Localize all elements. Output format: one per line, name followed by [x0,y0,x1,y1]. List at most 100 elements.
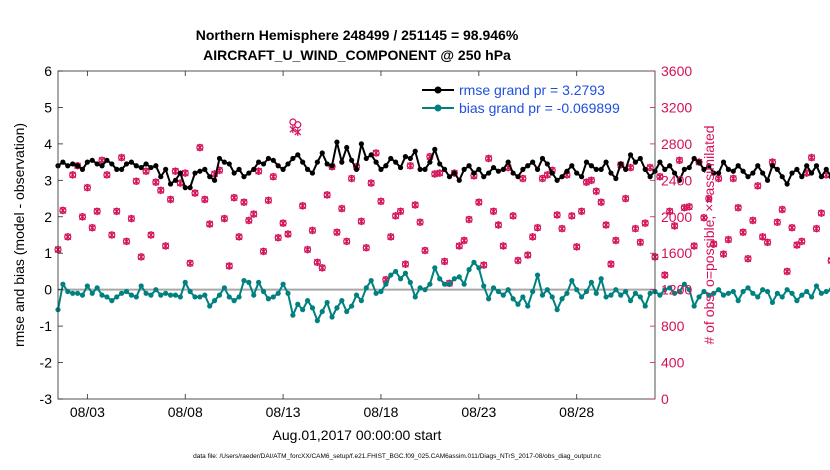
rmse-point [451,170,457,176]
bias-point [65,288,71,295]
x-tick-label: 08/13 [266,404,301,420]
bias-point [393,268,399,275]
rmse-point [505,159,511,165]
left-y-axis: -3 -2 -1 0 1 2 3 4 5 6 [40,63,63,407]
obs-assimilated-marker [480,261,488,269]
rmse-point [358,141,364,147]
bias-point [789,290,795,296]
bias-point [143,290,149,296]
rmse-point [236,166,242,172]
obs-assimilated-marker [284,230,292,238]
obs-assimilated-marker [113,207,121,216]
bias-point [290,312,296,318]
rmse-point [623,166,629,172]
obs-assimilated-marker [827,257,830,264]
bias-point [280,281,286,287]
bias-point [265,296,272,302]
bias-point [525,303,531,309]
bias-point [603,294,609,300]
bias-point [706,292,712,298]
rmse-point [89,157,95,163]
bias-point [598,276,604,282]
bias-point [373,290,379,296]
bias-point [216,292,223,298]
bias-point [769,299,776,306]
bias-point [539,292,546,298]
rmse-point [569,163,575,169]
obs-assimilated-marker [705,194,713,203]
rmse-point [490,164,497,171]
obs-assimilated-marker [783,267,791,276]
bias-point [314,318,320,324]
rmse-point [177,170,183,176]
bias-point [588,279,594,285]
rmse-point [657,159,663,165]
bias-point [681,281,687,287]
obs-assimilated-marker [817,209,825,217]
obs-assimilated-marker [167,195,174,204]
bias-point [711,290,717,296]
obs-assimilated-marker [289,125,297,134]
obs-assimilated-marker [485,154,493,163]
rmse-point [755,163,761,169]
rmse-point [530,159,536,165]
bias-point [246,279,252,285]
rmse-point [495,168,502,174]
rmse-point [123,161,130,167]
rmse-point [534,166,541,172]
obs-assimilated-marker [264,196,272,205]
obs-assimilated-marker [118,153,126,162]
rmse-point [290,155,296,162]
obs-assimilated-marker [553,211,561,219]
bias-point [358,298,364,304]
bias-point [427,281,433,287]
bias-point [128,292,135,298]
rmse-point [716,170,722,176]
y-tick-label: -1 [40,318,53,334]
bias-point [667,285,673,291]
bias-point [407,279,413,285]
bias-point [138,283,144,289]
bias-point [270,294,276,300]
plot-frame [57,70,656,400]
bias-point [725,290,732,296]
obs-assimilated-marker [343,237,351,246]
rmse-point [94,161,100,167]
bias-point [378,288,384,295]
rmse-point [241,174,247,180]
obs-assimilated-marker [592,187,600,196]
rmse-point [554,177,560,183]
rmse-point [65,163,71,169]
bias-point [324,299,330,306]
bias-point [163,290,169,296]
bias-point [569,277,575,284]
obs-assimilated-marker [700,213,708,222]
bias-point [437,276,443,282]
rmse-point [588,163,594,169]
bias-point [197,294,203,300]
rmse-point [104,157,110,163]
bias-point [104,294,110,300]
rmse-point [84,159,90,165]
rmse-point [368,152,374,158]
bias-point [202,292,208,298]
bias-point [182,279,188,285]
rmse-point [471,170,477,176]
obs-assimilated-marker [641,219,649,227]
bias-point [486,296,492,302]
rmse-point [148,164,154,171]
bias-point [500,292,506,298]
obs-assimilated-marker [773,218,781,227]
obs-assimilated-marker [323,191,331,199]
y-tick-label: 4 [44,136,52,152]
obs-assimilated-marker [622,194,630,203]
bias-point [637,294,643,300]
obs-assimilated-marker [206,220,214,228]
rmse-point [280,166,286,172]
legend-box [418,78,650,120]
obs-assimilated-marker [646,163,654,172]
rmse-point [158,174,164,180]
bias-point [813,283,820,289]
bias-point [701,288,707,295]
